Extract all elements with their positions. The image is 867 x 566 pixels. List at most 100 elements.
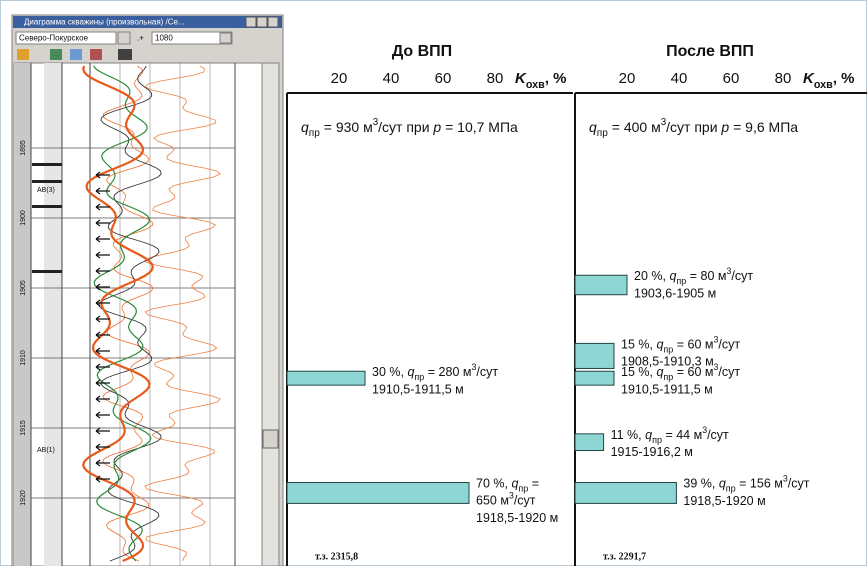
text-segment: /сут при (666, 119, 721, 135)
text-segment: , (638, 428, 645, 442)
x-tick-label: 20 (331, 70, 348, 87)
value-label: 15 % (621, 366, 650, 380)
log-window: Диаграмма скважины (произвольная) /Се...… (12, 15, 283, 566)
window-button[interactable] (257, 17, 267, 27)
text-segment: пр (518, 484, 528, 494)
interval-label: 1918,5-1920 м (476, 511, 558, 525)
text-segment: , (663, 270, 670, 284)
text-segment: /сут (718, 366, 740, 380)
x-tick-label: 40 (383, 70, 400, 87)
interval-label: 1910,5-1911,5 м (372, 383, 464, 397)
text-segment: охв (814, 79, 833, 91)
x-tick-label: 60 (435, 70, 452, 87)
text-segment: q (645, 428, 652, 442)
text-segment: = 44 м (662, 428, 702, 442)
tool-icon[interactable] (50, 49, 62, 60)
tool-icon[interactable] (17, 49, 29, 60)
text-segment: , (401, 366, 408, 380)
depth-icon: .+ (137, 34, 144, 43)
layer-mark (32, 205, 62, 208)
x-tick-label: 40 (671, 70, 688, 87)
text-segment: /сут при (378, 119, 433, 135)
bar (575, 275, 627, 294)
text-segment: , (505, 477, 512, 491)
bar (575, 483, 676, 504)
footer: т.з. 2315,8 (315, 551, 358, 562)
window-button[interactable] (268, 17, 278, 27)
interval-label: 1918,5-1920 м (683, 494, 765, 508)
value-label: 70 % (476, 477, 505, 491)
text-segment: q (669, 270, 676, 284)
text-segment: q (719, 477, 726, 491)
bar-label: 650 м3/сут (476, 491, 536, 508)
tool-icon[interactable] (90, 49, 102, 60)
log-depth-label: 1900 (20, 210, 27, 226)
log-depth-label: 1915 (20, 420, 27, 436)
text-segment: = 930 м (320, 119, 373, 135)
log-depth-label: 1895 (20, 140, 27, 156)
text-segment: пр (663, 373, 673, 383)
value-label: 15 % (621, 338, 650, 352)
footer: т.з. 2291,7 (603, 551, 646, 562)
text-segment: пр (652, 435, 662, 445)
value-label: 39 % (683, 477, 712, 491)
text-segment: = 400 м (608, 119, 661, 135)
text-segment: , (650, 366, 657, 380)
bar (287, 483, 469, 504)
layer-mark (32, 163, 62, 166)
text-segment: q (656, 338, 663, 352)
value-label: 30 % (372, 366, 401, 380)
text-segment: /сут (718, 338, 740, 352)
x-tick-label: 20 (619, 70, 636, 87)
text-segment: = 10,7 МПа (441, 119, 518, 135)
text-segment: пр (726, 484, 736, 494)
x-tick-label: 60 (723, 70, 740, 87)
log-depth-label: 1905 (20, 280, 27, 296)
text-segment: /сут (514, 494, 536, 508)
text-segment: , (650, 338, 657, 352)
text-segment: /сут (476, 366, 498, 380)
text-segment: , % (833, 70, 855, 87)
layer-mark (32, 180, 62, 183)
text-segment: = 280 м (424, 366, 471, 380)
bar (575, 371, 614, 385)
text-segment: пр (414, 373, 424, 383)
layer-mark (32, 270, 62, 273)
x-tick-label: 80 (487, 70, 504, 87)
window-button[interactable] (246, 17, 256, 27)
combo-button[interactable] (118, 32, 130, 44)
interval-label: 1915-1916,2 м (611, 445, 693, 459)
scrollbar[interactable] (262, 63, 279, 566)
text-segment: = (528, 477, 539, 491)
tool-icon[interactable] (70, 49, 82, 60)
text-segment: пр (663, 345, 673, 355)
figure: Диаграмма скважины (произвольная) /Се...… (0, 0, 867, 566)
window-title: Диаграмма скважины (произвольная) /Се... (24, 18, 185, 27)
bar (287, 371, 365, 385)
text-segment: пр (309, 128, 320, 139)
text-segment: p (720, 119, 729, 135)
text-segment: охв (526, 79, 545, 91)
text-segment: q (656, 366, 663, 380)
field-value: Северо-Покурское (19, 34, 89, 43)
text-segment: q (589, 119, 597, 135)
text-segment: q (407, 366, 414, 380)
chart-title: До ВПП (392, 43, 452, 60)
tool-icon[interactable] (118, 49, 132, 60)
text-segment: /сут (788, 477, 810, 491)
text-segment: пр (676, 277, 686, 287)
text-segment: q (301, 119, 309, 135)
text-segment: = 60 м (673, 366, 713, 380)
bar (575, 434, 604, 451)
log-depth-label: 1920 (20, 490, 27, 506)
combo-button[interactable] (220, 33, 231, 43)
text-segment: , (712, 477, 719, 491)
scroll-thumb[interactable] (263, 430, 278, 448)
text-segment: p (432, 119, 441, 135)
text-segment: q (511, 477, 518, 491)
text-segment: /сут (731, 270, 753, 284)
text-segment: , % (545, 70, 567, 87)
layer-label: АВ(1) (37, 447, 55, 454)
text-segment: /сут (707, 428, 729, 442)
text-segment: = 80 м (686, 270, 726, 284)
